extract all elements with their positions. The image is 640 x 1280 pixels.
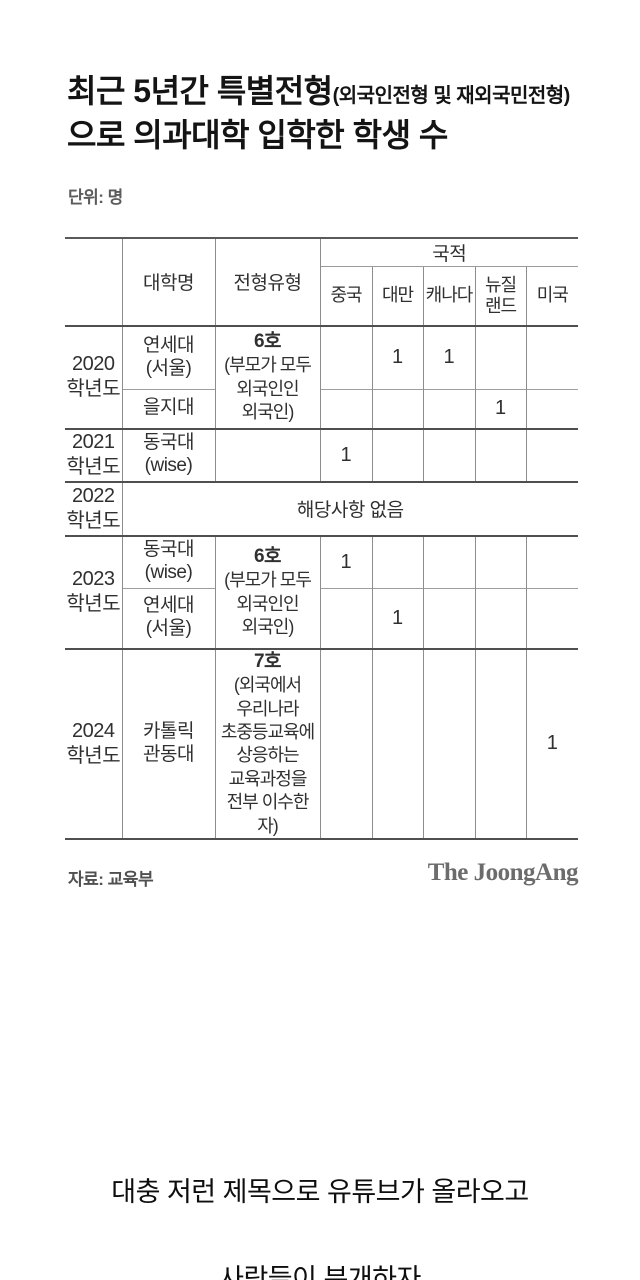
admissions-table: 대학명 전형유형 국적 중국 대만 캐나다 뉴질 랜드 미국 2020 학년도 … <box>65 237 579 840</box>
no-data-cell: 해당사항 없음 <box>121 480 579 536</box>
table-row: 2024 학년도 카톨릭 관동대 7호 (외국에서 우리나라 초중등교육에 상응하… <box>65 647 579 839</box>
admission-type-cell <box>214 427 320 482</box>
col-header-nationality: 국적 <box>319 237 579 267</box>
table-row: 2022 학년도 해당사항 없음 <box>65 480 579 536</box>
admissions-table-wrap: 대학명 전형유형 국적 중국 대만 캐나다 뉴질 랜드 미국 2020 학년도 … <box>65 237 579 840</box>
page-title: 최근 5년간 특별전형(외국인전형 및 재외국민전형) 으로 의과대학 입학한 … <box>67 70 607 157</box>
value-cell <box>525 588 579 649</box>
col-header-usa: 미국 <box>525 266 579 326</box>
value-cell <box>525 389 579 429</box>
type-description: (부모가 모두 외국인인 외국인) <box>224 570 312 638</box>
value-cell: 1 <box>319 427 372 482</box>
value-cell <box>474 588 526 649</box>
value-cell <box>474 427 526 482</box>
admission-type-cell: 6호 (부모가 모두 외국인인 외국인) <box>214 324 320 429</box>
value-cell: 1 <box>474 389 526 429</box>
caption-line1: 대충 저런 제목으로 유튜브가 올라오고 <box>111 1177 529 1207</box>
university-cell: 연세대 (서울) <box>121 324 215 390</box>
type-number: 6호 <box>253 330 282 352</box>
value-cell <box>474 534 526 589</box>
university-cell: 동국대 (wise) <box>121 534 215 589</box>
col-header-taiwan: 대만 <box>371 266 423 326</box>
table-row: 2020 학년도 연세대 (서울) 6호 (부모가 모두 외국인인 외국인) 1 … <box>65 324 579 429</box>
university-cell: 을지대 <box>121 389 215 429</box>
year-cell-2023: 2023 학년도 <box>65 534 122 649</box>
value-cell: 1 <box>525 647 579 839</box>
col-header-china: 중국 <box>319 266 372 326</box>
table-row: 을지대 1 <box>65 389 579 429</box>
value-cell <box>422 647 475 839</box>
value-cell <box>319 389 372 429</box>
value-cell <box>371 427 423 482</box>
col-header-canada: 캐나다 <box>422 266 475 326</box>
year-cell-2020: 2020 학년도 <box>65 324 122 429</box>
title-line1-main: 최근 5년간 특별전형 <box>67 73 333 109</box>
caption-line2: 사람들이 분개하자 <box>219 1264 421 1280</box>
type-description: (부모가 모두 외국인인 외국인) <box>224 355 312 423</box>
source-label: 자료: 교육부 <box>68 870 154 889</box>
col-header-newzealand: 뉴질 랜드 <box>474 266 526 326</box>
value-cell <box>319 647 372 839</box>
value-cell <box>422 389 475 429</box>
type-number: 6호 <box>253 545 282 567</box>
university-cell: 연세대 (서울) <box>121 588 215 649</box>
value-cell <box>474 324 526 390</box>
type-description: (외국에서 우리나라 초중등교육에 상응하는 교육과정을 전부 이수한 자) <box>220 675 315 836</box>
table-row: 연세대 (서울) 1 <box>65 588 579 649</box>
value-cell: 1 <box>371 324 423 390</box>
type-number: 7호 <box>253 650 282 672</box>
title-line2: 으로 의과대학 입학한 학생 수 <box>67 116 448 153</box>
table-row: 2021 학년도 동국대 (wise) 1 <box>65 427 579 482</box>
admission-type-cell: 6호 (부모가 모두 외국인인 외국인) <box>214 534 320 649</box>
value-cell <box>525 427 579 482</box>
joongang-logo: The JoongAng <box>427 859 579 886</box>
corner-cell <box>65 237 122 326</box>
value-cell <box>525 534 579 589</box>
table-row: 2023 학년도 동국대 (wise) 6호 (부모가 모두 외국인인 외국인) … <box>65 534 579 649</box>
admission-type-cell: 7호 (외국에서 우리나라 초중등교육에 상응하는 교육과정을 전부 이수한 자) <box>214 647 320 839</box>
value-cell <box>319 588 372 649</box>
value-cell <box>422 534 475 589</box>
value-cell <box>371 647 423 839</box>
col-header-university: 대학명 <box>121 237 215 326</box>
value-cell <box>525 324 579 390</box>
col-header-admission-type: 전형유형 <box>214 237 320 326</box>
year-cell-2022: 2022 학년도 <box>65 480 122 536</box>
unit-label: 단위: 명 <box>68 188 123 207</box>
value-cell <box>319 324 372 390</box>
value-cell: 1 <box>319 534 372 589</box>
university-cell: 동국대 (wise) <box>121 427 215 482</box>
year-cell-2021: 2021 학년도 <box>65 427 122 482</box>
value-cell: 1 <box>371 588 423 649</box>
value-cell <box>371 389 423 429</box>
title-line1-paren: (외국인전형 및 재외국민전형) <box>332 85 571 107</box>
value-cell <box>422 427 475 482</box>
value-cell: 1 <box>422 324 475 390</box>
value-cell <box>474 647 526 839</box>
value-cell <box>422 588 475 649</box>
year-cell-2024: 2024 학년도 <box>65 647 122 839</box>
value-cell <box>371 534 423 589</box>
university-cell: 카톨릭 관동대 <box>121 647 215 839</box>
